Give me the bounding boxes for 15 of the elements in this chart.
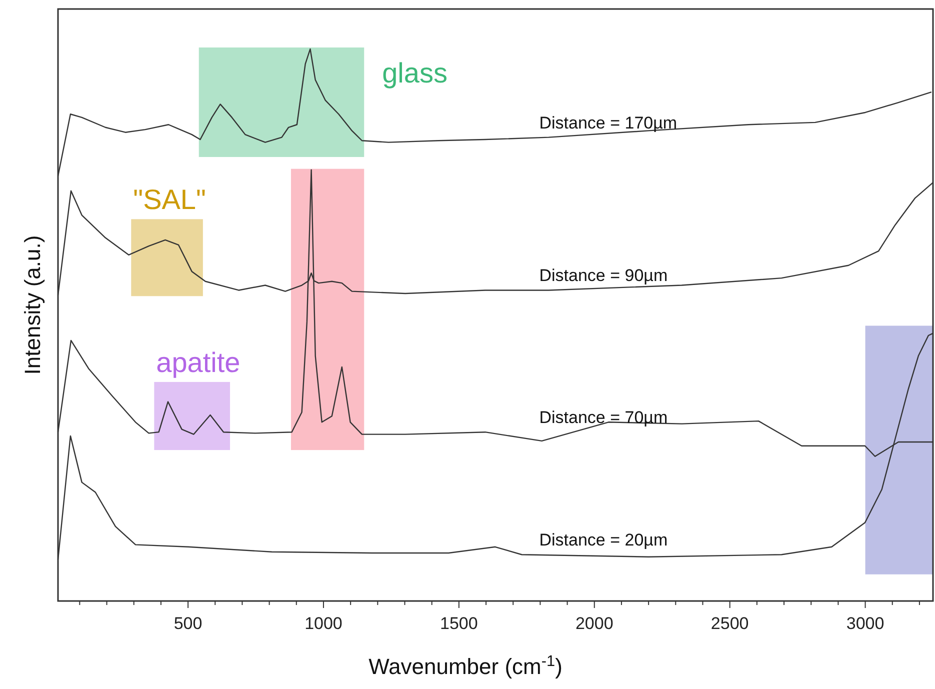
x-tick-label: 2500 (710, 614, 749, 633)
y-axis-title: Intensity (a.u.) (20, 235, 45, 375)
series-label: Distance = 70µm (539, 408, 668, 428)
x-tick-label: 1500 (440, 614, 478, 633)
band-label: "SAL" (133, 184, 206, 216)
x-tick-label: 2000 (575, 614, 614, 633)
x-axis-title: Wavenumber (cm$^{-1}$) (368, 652, 562, 679)
band-label: glass (382, 57, 448, 88)
series-label: Distance = 90µm (539, 266, 668, 286)
series-label: Distance = 20µm (539, 530, 668, 550)
x-tick-label: 1000 (304, 614, 342, 633)
x-tick-label: 500 (174, 614, 202, 633)
band-label: apatite (156, 346, 240, 378)
x-tick-label: 3000 (846, 614, 884, 633)
series-label: Distance = 170µm (539, 113, 678, 132)
